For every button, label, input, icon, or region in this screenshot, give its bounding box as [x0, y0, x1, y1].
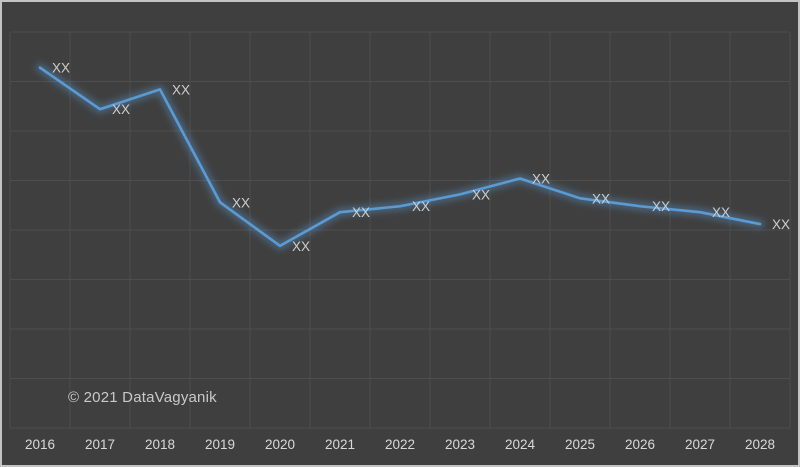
x-axis-label: 2017: [85, 437, 115, 452]
point-label: XX: [232, 195, 250, 210]
x-axis-label: 2016: [25, 437, 55, 452]
x-axis-label: 2018: [145, 437, 175, 452]
x-axis-label: 2023: [445, 437, 475, 452]
point-label: XX: [52, 61, 70, 76]
x-axis-label: 2019: [205, 437, 235, 452]
x-axis-label: 2020: [265, 437, 295, 452]
x-axis-label: 2021: [325, 437, 355, 452]
x-axis-label: 2025: [565, 437, 595, 452]
point-label: XX: [472, 187, 490, 202]
point-label: XX: [352, 205, 370, 220]
point-label: XX: [172, 82, 190, 97]
point-label: XX: [112, 102, 130, 117]
point-label: XX: [412, 199, 430, 214]
series-line: [38, 66, 762, 248]
point-label: XX: [712, 205, 730, 220]
x-axis-label: 2022: [385, 437, 415, 452]
point-label: XX: [652, 199, 670, 214]
x-axis-label: 2027: [685, 437, 715, 452]
point-label: XX: [592, 191, 610, 206]
point-label: XX: [772, 217, 790, 232]
point-label: XX: [532, 172, 550, 187]
x-axis-label: 2028: [745, 437, 775, 452]
x-axis-label: 2024: [505, 437, 536, 452]
point-label: XX: [292, 239, 310, 254]
copyright-text: © 2021 DataVagyanik: [68, 389, 217, 406]
x-axis-label: 2026: [625, 437, 655, 452]
